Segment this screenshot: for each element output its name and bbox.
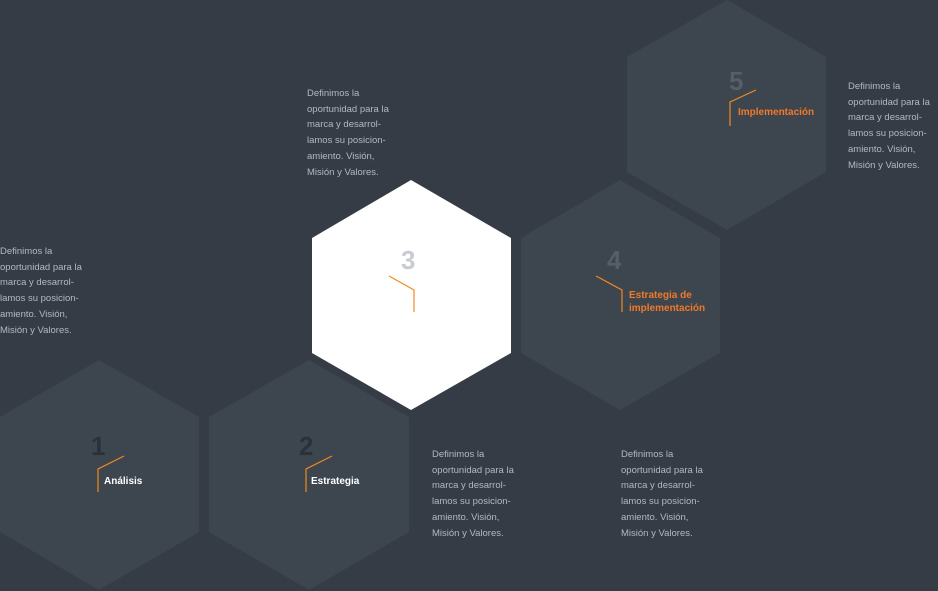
step-3-hexagon[interactable]: 3 — [312, 180, 511, 410]
accent-bracket — [729, 89, 757, 126]
step-4-hexagon[interactable]: 4 Estrategia de implementación — [521, 180, 720, 410]
step-1-hexagon[interactable]: 1 Análisis — [0, 360, 199, 590]
step-3-description: Definimos la oportunidad para la marca y… — [307, 88, 389, 178]
step-label: Análisis — [104, 476, 143, 487]
step-5-description: Definimos la oportunidad para la marca y… — [848, 81, 930, 171]
step-number: 3 — [401, 245, 415, 275]
step-label-line-2: implementación — [629, 303, 705, 314]
step-label: Estrategia de implementación — [629, 290, 705, 314]
step-number: 5 — [729, 66, 743, 96]
hexagon-shape — [209, 360, 409, 590]
step-label-line-1: Estrategia de — [629, 290, 692, 301]
step-5-hexagon[interactable]: 5 Implementación — [627, 0, 826, 230]
step-label: Estrategia — [311, 476, 360, 487]
accent-bracket — [97, 455, 125, 492]
step-label: Implementación — [738, 107, 814, 118]
hexagon-shape — [312, 180, 511, 410]
step-4-description: Definimos la oportunidad para la marca y… — [621, 449, 703, 539]
step-1-description: Definimos la oportunidad para la marca y… — [0, 246, 82, 336]
step-2-hexagon[interactable]: 2 Estrategia — [209, 360, 409, 590]
accent-bracket — [595, 275, 623, 312]
accent-bracket — [388, 275, 415, 312]
hexagon-shape — [627, 0, 826, 230]
hexagon-shape — [0, 360, 199, 590]
hexagon-shape — [521, 180, 720, 410]
step-number: 4 — [607, 245, 622, 275]
accent-bracket — [305, 455, 333, 492]
step-number: 1 — [91, 431, 105, 461]
step-number: 2 — [299, 431, 313, 461]
step-2-description: Definimos la oportunidad para la marca y… — [432, 449, 514, 539]
